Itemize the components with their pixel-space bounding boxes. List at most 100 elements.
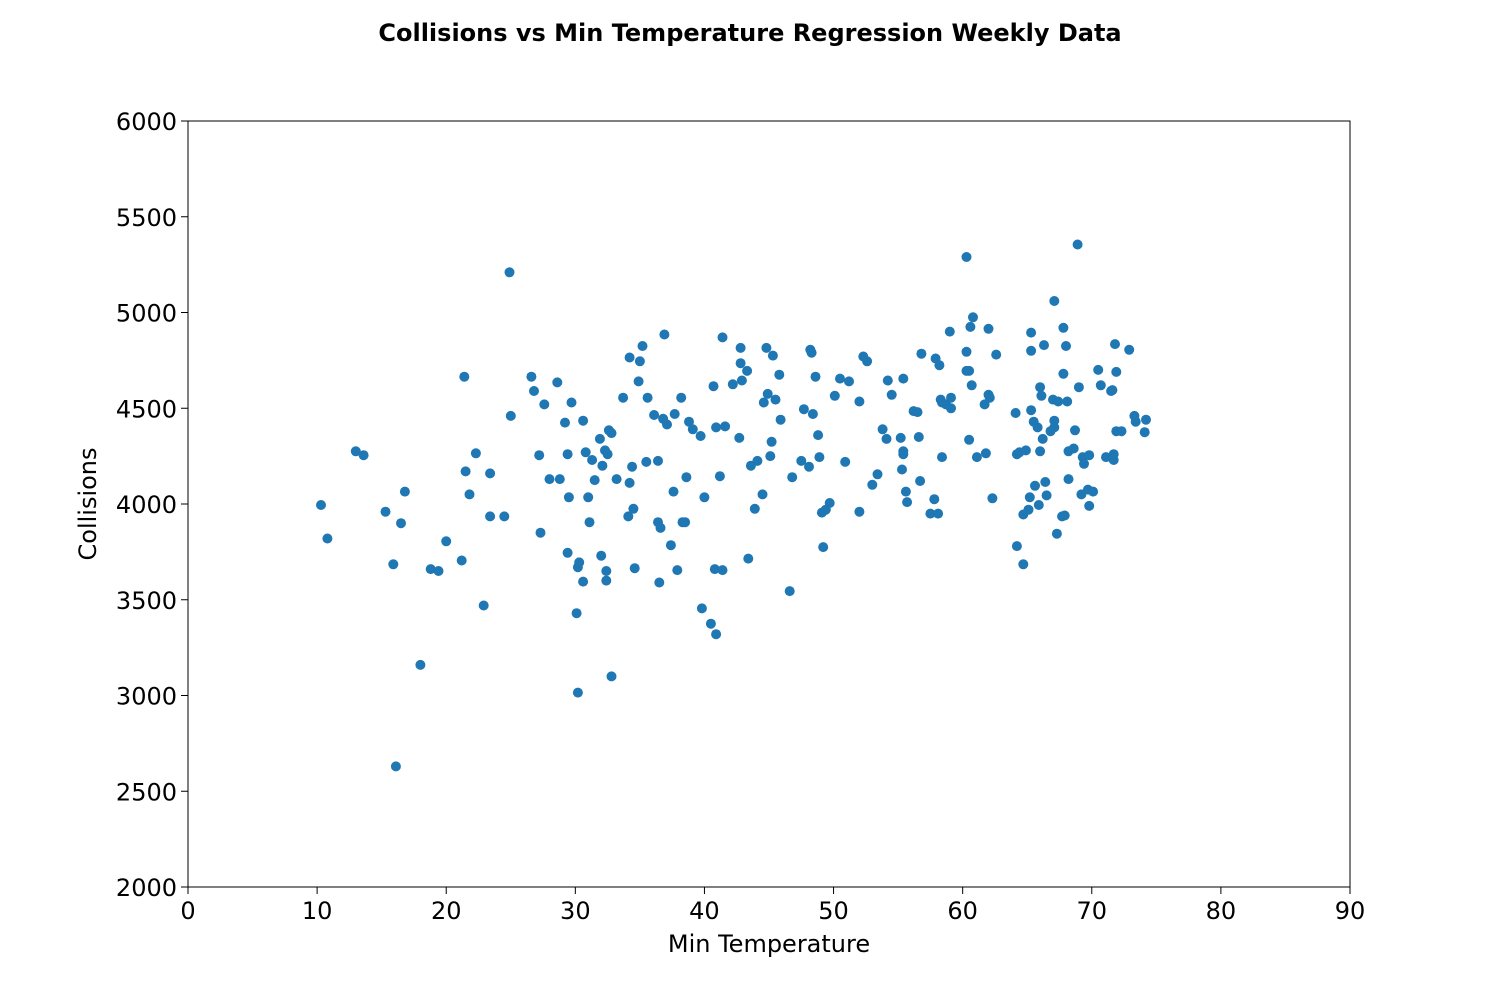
chart-title: Collisions vs Min Temperature Regression… xyxy=(378,19,1121,47)
y-tick-label: 3500 xyxy=(116,587,177,615)
scatter-point xyxy=(762,388,773,399)
scatter-point xyxy=(649,410,660,420)
scatter-point xyxy=(653,455,663,466)
scatter-point xyxy=(624,352,635,363)
scatter-point xyxy=(1020,445,1031,456)
x-axis: 0 10 20 30 40 50 60 70 80 90 xyxy=(180,887,1365,925)
scatter-point xyxy=(634,356,645,367)
scatter-point xyxy=(618,392,629,403)
scatter-point xyxy=(711,422,722,433)
scatter-point xyxy=(711,629,722,640)
scatter-point xyxy=(727,379,738,390)
scatter-point xyxy=(964,365,975,376)
scatter-point xyxy=(433,566,444,576)
scatter-point xyxy=(623,511,634,522)
scatter-point xyxy=(749,503,760,514)
scatter-point xyxy=(752,455,763,466)
scatter-point xyxy=(761,342,772,353)
scatter-point xyxy=(1011,541,1022,552)
x-tick-label: 70 xyxy=(1077,897,1108,925)
scatter-point xyxy=(460,466,471,477)
scatter-point xyxy=(844,376,854,387)
scatter-point xyxy=(965,321,976,332)
x-tick-label: 10 xyxy=(302,897,333,925)
scatter-point xyxy=(539,399,550,410)
scatter-point xyxy=(980,448,991,459)
scatter-point xyxy=(441,536,452,547)
scatter-point xyxy=(602,449,613,460)
scatter-point xyxy=(1018,559,1029,570)
scatter-point xyxy=(1111,366,1122,377)
scatter-point xyxy=(824,498,835,508)
scatter-point xyxy=(1124,344,1135,355)
scatter-point xyxy=(1030,480,1040,491)
data-points xyxy=(316,239,1151,772)
scatter-point xyxy=(1116,426,1127,437)
scatter-point xyxy=(1041,490,1052,501)
scatter-point xyxy=(529,386,539,396)
scatter-point xyxy=(897,464,907,475)
scatter-point xyxy=(717,332,728,343)
y-axis: 2000 2500 3000 3500 4000 4500 5000 5500 6000 xyxy=(116,108,188,902)
scatter-point xyxy=(563,492,574,503)
y-tick-label: 5500 xyxy=(116,204,177,232)
scatter-point xyxy=(505,410,516,421)
scatter-point xyxy=(735,342,746,353)
y-tick-label: 3000 xyxy=(116,683,177,711)
scatter-point xyxy=(913,432,924,442)
y-axis-label: Collisions xyxy=(74,447,102,560)
scatter-point xyxy=(774,369,785,380)
scatter-point xyxy=(757,489,768,500)
scatter-point xyxy=(983,323,994,334)
scatter-point xyxy=(898,373,909,384)
scatter-point xyxy=(659,329,670,340)
x-axis-label: Min Temperature xyxy=(668,930,870,958)
scatter-point xyxy=(654,577,665,588)
scatter-point xyxy=(687,424,698,435)
x-tick-label: 30 xyxy=(560,897,591,925)
scatter-point xyxy=(1072,239,1083,250)
scatter-point xyxy=(944,326,955,337)
scatter-point xyxy=(929,494,940,505)
scatter-point xyxy=(596,550,607,561)
y-tick-label: 4000 xyxy=(116,491,177,519)
scatter-point xyxy=(1058,322,1069,333)
scatter-point xyxy=(1084,500,1095,511)
scatter-point xyxy=(734,432,745,443)
scatter-point xyxy=(681,472,692,483)
scatter-point xyxy=(898,449,909,460)
scatter-point xyxy=(560,417,570,428)
scatter-point xyxy=(562,449,573,460)
scatter-point xyxy=(787,472,798,483)
scatter-point xyxy=(840,456,851,467)
x-tick-label: 20 xyxy=(431,897,462,925)
scatter-point xyxy=(775,414,786,425)
scatter-point xyxy=(601,566,612,576)
scatter-point xyxy=(668,486,679,497)
scatter-point xyxy=(566,397,577,408)
scatter-point xyxy=(1033,500,1044,510)
scatter-point xyxy=(399,486,410,497)
scatter-point xyxy=(881,433,892,444)
scatter-point xyxy=(886,389,897,400)
scatter-point xyxy=(818,542,829,553)
scatter-point xyxy=(1035,382,1046,393)
scatter-point xyxy=(1049,296,1060,306)
scatter-point xyxy=(872,469,883,480)
scatter-point xyxy=(350,446,361,457)
scatter-point xyxy=(810,371,821,382)
scatter-point xyxy=(1073,382,1084,393)
scatter-point xyxy=(1051,528,1062,539)
scatter-point xyxy=(829,390,840,401)
scatter-point xyxy=(633,376,644,387)
scatter-point xyxy=(499,511,510,522)
scatter-point xyxy=(720,421,731,432)
scatter-point xyxy=(611,474,622,485)
scatter-point xyxy=(584,517,595,528)
scatter-point xyxy=(717,565,728,576)
scatter-point xyxy=(854,506,865,517)
scatter-point xyxy=(937,452,947,463)
scatter-point xyxy=(1130,416,1141,427)
scatter-point xyxy=(583,492,594,503)
